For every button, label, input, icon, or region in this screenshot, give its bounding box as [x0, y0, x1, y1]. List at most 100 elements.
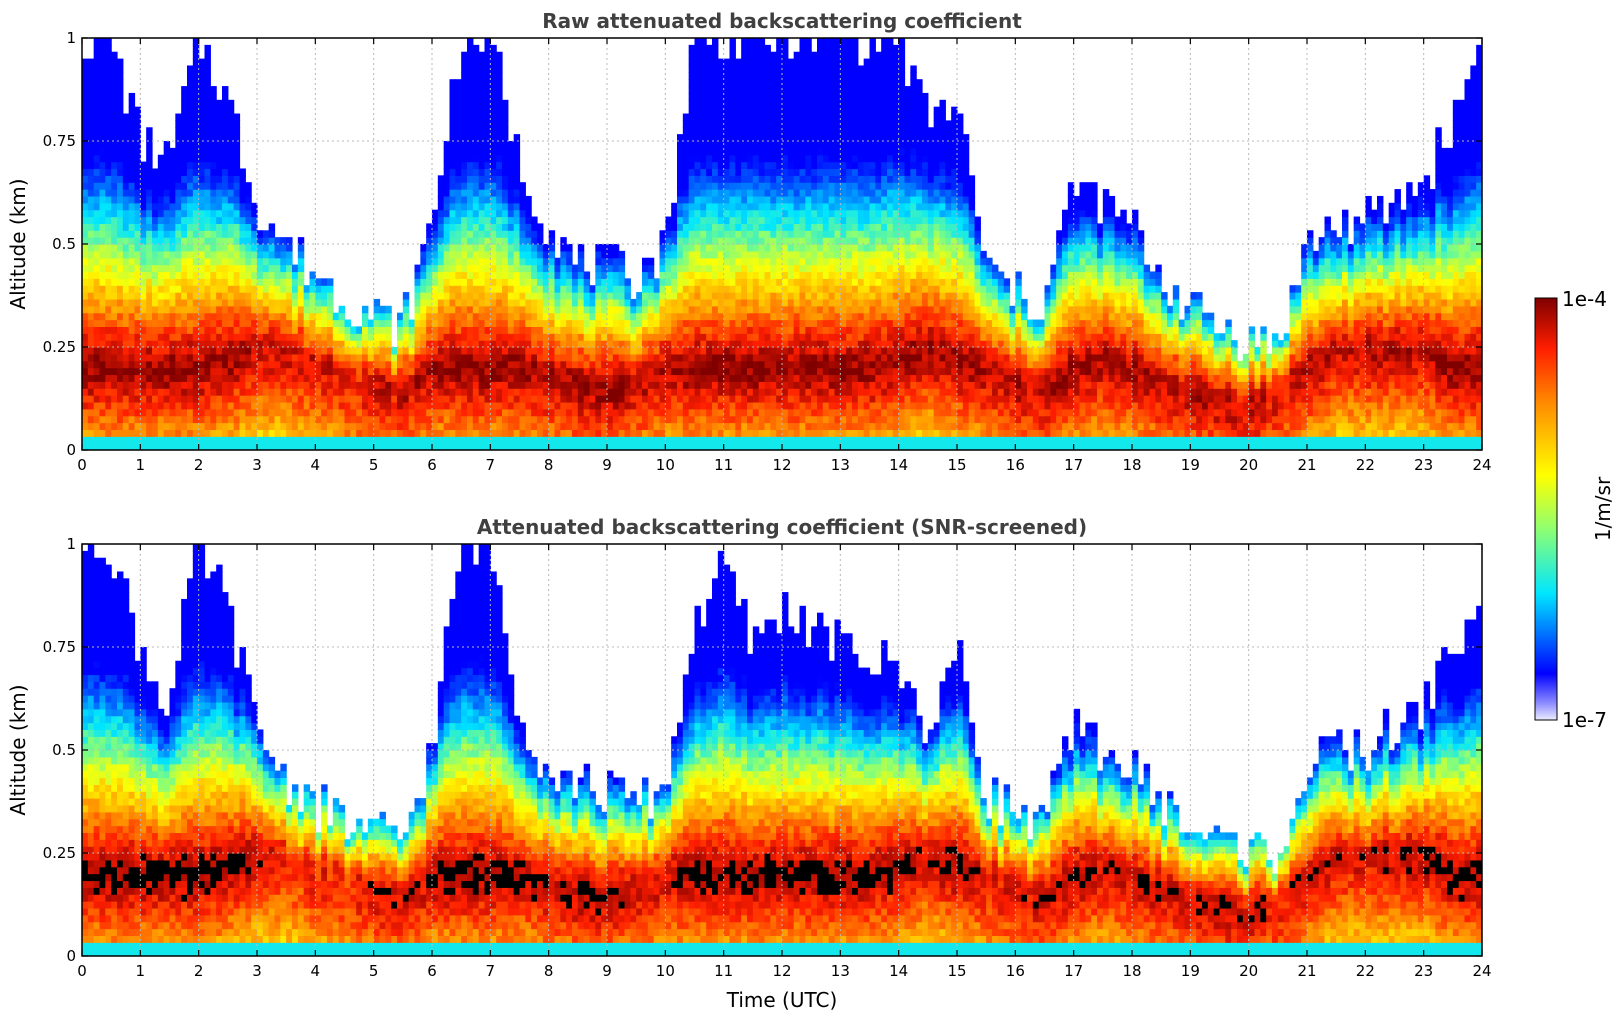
heatmap-column [175, 113, 182, 450]
heatmap-column [397, 839, 404, 956]
heatmap-column [1417, 182, 1425, 450]
heatmap-column [420, 798, 427, 956]
heatmap-column [420, 244, 427, 450]
heatmap-column [181, 86, 188, 450]
heatmap-column [822, 38, 830, 450]
heatmap-column [210, 571, 217, 956]
heatmap-column [910, 65, 917, 450]
heatmap-column [577, 777, 585, 956]
heatmap-column [1318, 237, 1326, 450]
heatmap-column [257, 230, 264, 450]
heatmap-column [799, 38, 806, 450]
heatmap-column [892, 44, 900, 450]
heatmap-column [1097, 223, 1104, 450]
heatmap-column [828, 660, 836, 956]
heatmap-column [1027, 319, 1034, 450]
heatmap-column [1301, 791, 1308, 956]
heatmap-column [904, 681, 911, 956]
heatmap-column [507, 674, 515, 956]
heatmap-column [192, 544, 200, 956]
heatmap-column [589, 285, 596, 450]
heatmap-column [980, 798, 987, 956]
x-tick-label: 6 [427, 456, 437, 474]
heatmap-column [717, 550, 725, 956]
heatmap-column [986, 818, 993, 956]
heatmap-column [367, 818, 375, 956]
heatmap-column [694, 38, 701, 450]
heatmap-column [379, 811, 386, 956]
y-tick-label: 0.25 [43, 844, 76, 862]
heatmap-column [1400, 209, 1407, 450]
heatmap-column [607, 244, 614, 450]
heatmap-column [268, 756, 276, 956]
heatmap-column [560, 237, 567, 450]
heatmap-column [566, 244, 573, 450]
heatmap-column [665, 216, 672, 450]
heatmap-column [525, 195, 532, 450]
heatmap-column [198, 544, 206, 956]
heatmap-column [980, 250, 987, 450]
heatmap-column [239, 647, 246, 956]
x-tick-label: 22 [1356, 456, 1375, 474]
heatmap-column [723, 58, 731, 450]
heatmap-column [1155, 264, 1162, 450]
heatmap-column [1137, 784, 1145, 956]
heatmap-column [467, 38, 474, 450]
heatmap-column [624, 798, 631, 956]
heatmap-column [134, 660, 141, 956]
heatmap-column [595, 244, 602, 450]
heatmap-column [630, 791, 637, 956]
y-tick-label: 0.5 [52, 741, 76, 759]
heatmap-column [1137, 230, 1145, 450]
heatmap-column [957, 113, 964, 450]
heatmap-column [146, 681, 153, 956]
x-tick-label: 20 [1239, 962, 1258, 980]
x-tick-label: 16 [1006, 456, 1025, 474]
heatmap-column [1085, 182, 1092, 450]
panel-raw: Raw attenuated backscattering coefficien… [6, 9, 1492, 474]
heatmap-column [782, 38, 789, 450]
heatmap-column [204, 578, 211, 956]
heatmap-column [974, 216, 981, 450]
heatmap-column [227, 99, 235, 450]
heatmap-column [1382, 223, 1390, 450]
heatmap-column [1441, 147, 1448, 450]
heatmap-column [1044, 285, 1051, 450]
heatmap-column [787, 626, 795, 956]
heatmap-column [169, 147, 176, 450]
x-tick-label: 5 [369, 962, 379, 980]
heatmap-column [647, 257, 655, 450]
heatmap-column [1114, 763, 1121, 956]
heatmap-column [1289, 818, 1296, 956]
heatmap-column [642, 777, 649, 956]
heatmap-column [1400, 722, 1407, 956]
heatmap-column [1458, 99, 1466, 450]
heatmap-column [315, 832, 322, 956]
heatmap-column [1417, 729, 1425, 956]
y-tick-label: 0 [66, 947, 76, 965]
heatmap-column [496, 51, 503, 450]
heatmap-column [1476, 44, 1482, 450]
heatmap-column [344, 839, 351, 956]
x-tick-label: 23 [1414, 962, 1433, 980]
heatmap-column [192, 38, 200, 450]
heatmap-column [548, 777, 556, 956]
x-axis-label: Time (UTC) [726, 988, 838, 1012]
heatmap-column [542, 763, 550, 956]
heatmap-column [630, 298, 637, 450]
heatmap-column [1347, 244, 1355, 450]
heatmap-column [198, 58, 206, 450]
heatmap-column [87, 58, 95, 450]
heatmap-column [426, 743, 433, 956]
heatmap-column [758, 38, 766, 450]
heatmap-column [537, 777, 544, 956]
heatmap-column [974, 756, 981, 956]
heatmap-column [402, 292, 410, 450]
heatmap-column [898, 38, 906, 450]
heatmap-column [373, 818, 381, 956]
heatmap-column [449, 79, 456, 450]
heatmap-column [1213, 825, 1221, 956]
heatmap-column [414, 264, 421, 450]
heatmap-column [262, 750, 270, 956]
heatmap-column [1359, 756, 1366, 956]
